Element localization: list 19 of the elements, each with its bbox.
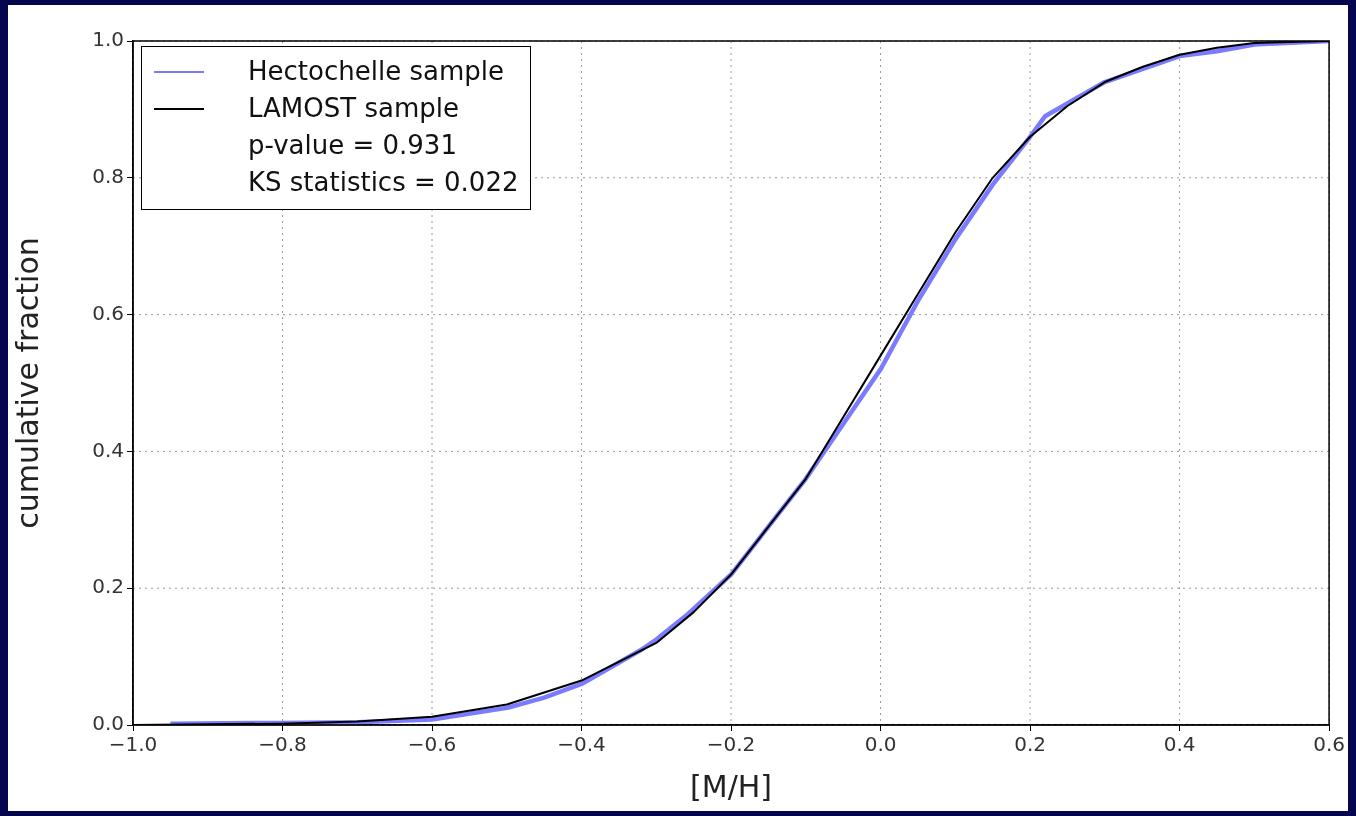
y-tick-label: 0.6 xyxy=(92,300,124,325)
y-tick-label: 0.2 xyxy=(92,574,124,599)
x-tick-label: 0.4 xyxy=(1163,732,1196,757)
y-axis-title: cumulative fraction xyxy=(9,237,45,529)
y-tick-label: 0.4 xyxy=(92,437,124,462)
y-tick-label: 1.0 xyxy=(92,27,124,52)
x-tick-label: 0.0 xyxy=(864,732,897,757)
annotation: p-value = 0.931 xyxy=(247,129,458,162)
y-tick-label: 0.8 xyxy=(92,164,124,188)
x-tick-label: −0.2 xyxy=(706,732,756,757)
x-axis-title: [M/H] xyxy=(690,768,773,804)
x-tick-label: −0.8 xyxy=(258,732,307,757)
legend-label: LAMOST sample xyxy=(248,92,459,125)
x-tick-label: 0.6 xyxy=(1313,732,1345,757)
legend-label: Hectochelle sample xyxy=(248,55,504,88)
annotation: KS statistics = 0.022 xyxy=(247,166,519,199)
x-tick-label: −0.6 xyxy=(407,732,457,757)
x-tick-label: −0.4 xyxy=(557,732,606,757)
x-tick-label: 0.2 xyxy=(1014,732,1046,757)
